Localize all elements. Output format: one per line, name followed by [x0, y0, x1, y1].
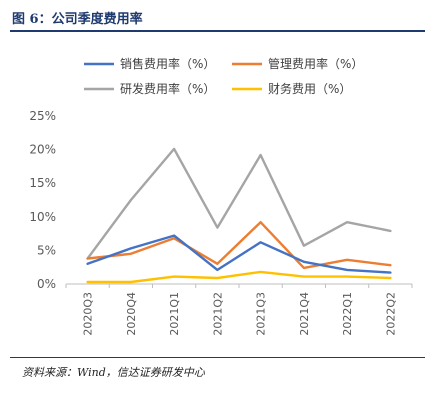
legend: 销售费用率（%） 管理费用率（%） 研发费用率（%） 财务费用（%）: [84, 56, 363, 96]
x-tick-label: 2021Q2: [211, 292, 224, 336]
x-tick-label: 2021Q1: [168, 292, 181, 336]
y-tick-label: 20%: [29, 143, 56, 157]
source-rule: [10, 357, 425, 358]
series-line-3: [86, 270, 392, 284]
y-tick-label: 15%: [29, 176, 56, 190]
legend-label-1: 管理费用率（%）: [268, 56, 363, 71]
x-tick-label: 2021Q4: [298, 292, 311, 336]
y-tick-label: 25%: [29, 109, 56, 123]
x-tick-label: 2022Q1: [341, 292, 354, 336]
series-layer: [86, 147, 392, 284]
x-tick-label: 2020Q4: [125, 292, 138, 336]
legend-label-3: 财务费用（%）: [268, 81, 351, 96]
y-tick-label: 10%: [29, 210, 56, 224]
axes: 0% 5% 10% 15% 20% 25% 2020Q3 2020Q4 2021Q1 2021Q2…: [29, 109, 413, 336]
series-line-1: [86, 220, 392, 270]
y-tick-label: 5%: [37, 243, 56, 257]
x-tick-label: 2021Q3: [255, 292, 268, 336]
source-note: 资料来源：Wind，信达证券研发中心: [22, 366, 205, 379]
x-tick-label: 2020Q3: [82, 292, 95, 336]
title-rule: [10, 30, 425, 32]
series-line-0: [86, 234, 392, 274]
legend-label-0: 销售费用率（%）: [120, 56, 215, 71]
series-line-2: [86, 147, 392, 260]
figure-title: 图 6：公司季度费用率: [12, 12, 143, 27]
x-tick-label: 2022Q2: [384, 292, 397, 336]
y-tick-label: 0%: [37, 277, 56, 291]
legend-label-2: 研发费用率（%）: [120, 81, 215, 96]
